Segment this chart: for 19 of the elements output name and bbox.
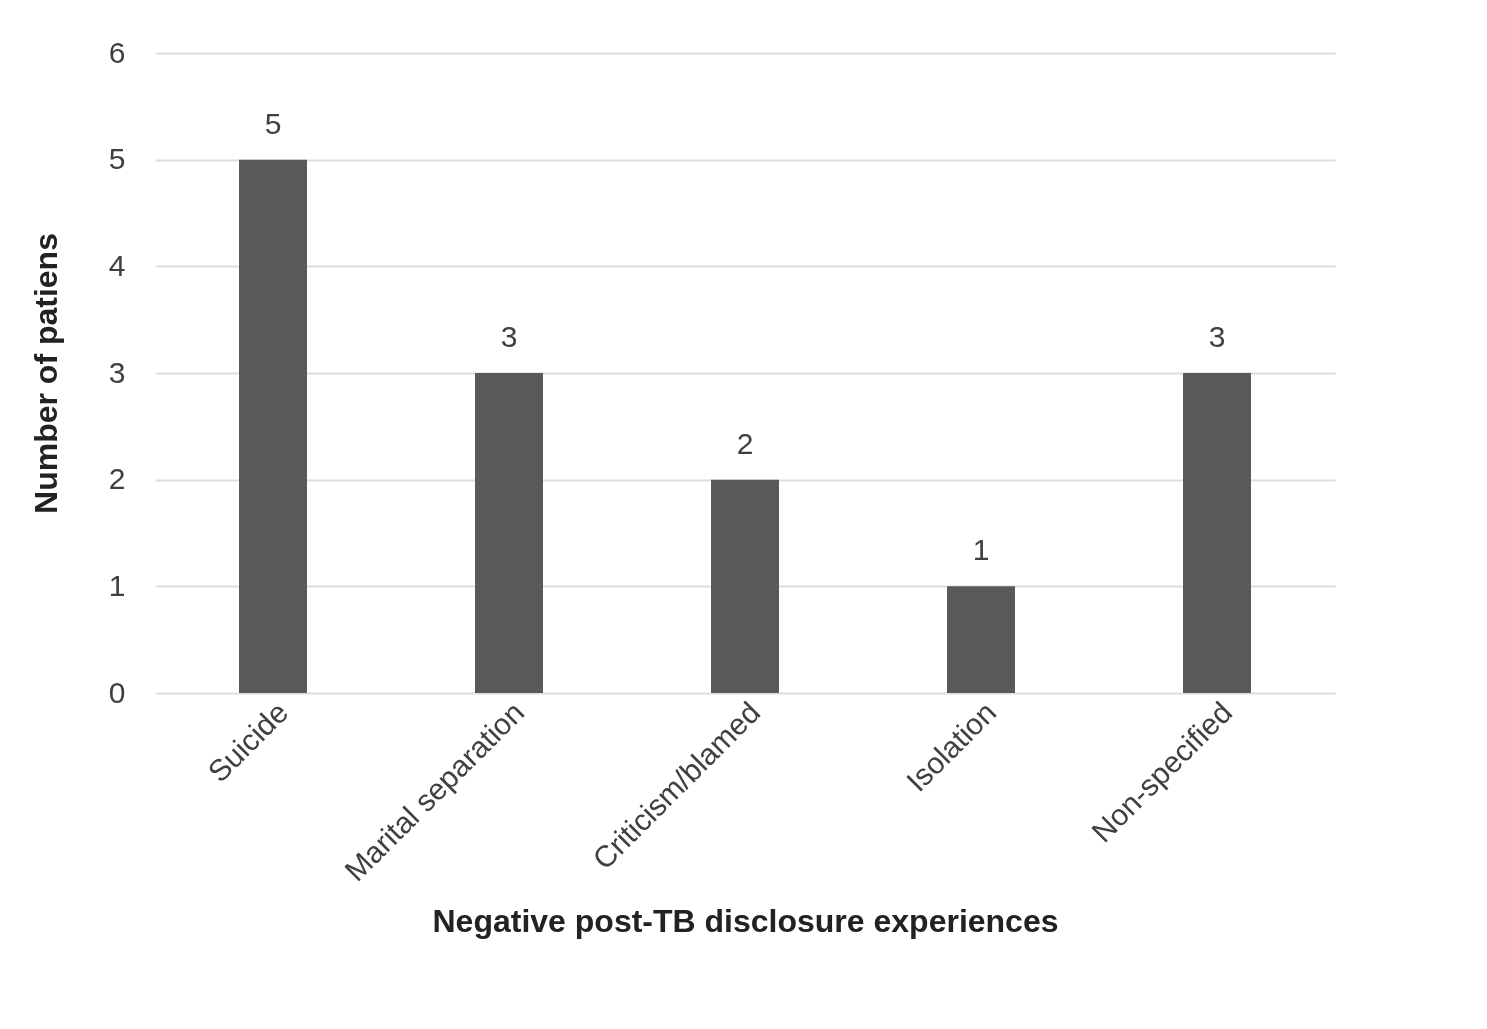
y-tick-label: 1 [108,568,126,602]
bar [475,373,543,693]
y-tick-label: 5 [108,142,126,176]
bar [239,159,307,693]
bar [1183,373,1251,693]
y-tick-label: 0 [108,675,126,709]
data-label: 3 [1208,320,1226,353]
y-tick-label: 4 [108,248,126,282]
bar [947,586,1015,693]
data-label: 2 [736,426,754,460]
bar [711,479,779,693]
data-label: 3 [500,320,518,353]
y-tick-label: 3 [108,355,126,389]
y-tick-label: 6 [108,35,126,69]
y-axis-title: Number of patiens [27,233,64,514]
x-axis-title: Negative post-TB disclosure experiences [432,903,1059,940]
data-label: 1 [972,533,990,567]
y-tick-label: 2 [108,462,126,496]
data-label: 5 [264,106,282,140]
